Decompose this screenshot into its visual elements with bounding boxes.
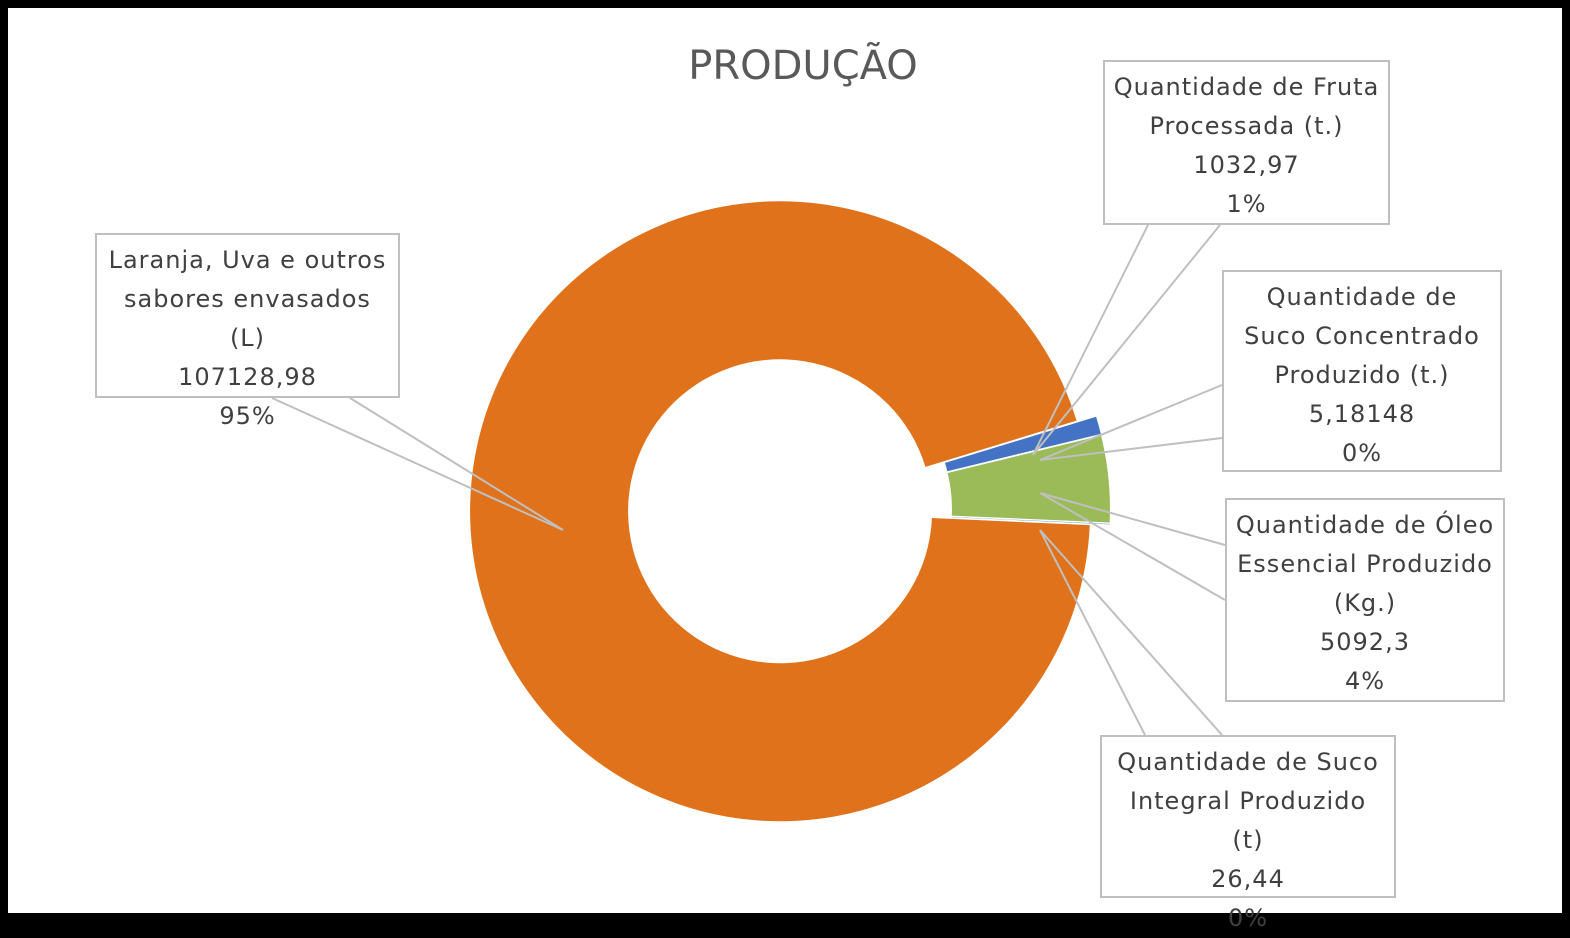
chart-title: PRODUÇÃO: [688, 41, 918, 89]
chart: PRODUÇÃO: [271, 41, 1226, 822]
label-text: 26,44: [1211, 865, 1285, 893]
label-text: 1032,97: [1193, 151, 1300, 179]
label-text: Quantidade de Suco Concentrado Produzido…: [1244, 283, 1480, 389]
doughnut-slice: [951, 517, 1110, 525]
data-label: Quantidade de Fruta Processada (t.) 1032,…: [1103, 60, 1390, 225]
label-text: 107128,98: [178, 363, 317, 391]
label-text: 1%: [1226, 190, 1267, 218]
label-text: 0%: [1341, 439, 1383, 467]
leader-line: [1032, 224, 1221, 456]
doughnut-slice: [947, 434, 1101, 472]
label-text: 5,18148: [1308, 400, 1416, 428]
label-text: Laranja, Uva e outros sabores envasados …: [108, 246, 387, 352]
leader-line: [1039, 384, 1223, 461]
leader-line: [1039, 529, 1223, 736]
data-label: Quantidade de Suco Integral Produzido (t…: [1100, 735, 1396, 932]
page: PRODUÇÃO (() => { const data = JSON.pars…: [8, 8, 1562, 932]
data-label: Quantidade de Suco Concentrado Produzido…: [1222, 270, 1502, 472]
leader-line: [1039, 492, 1226, 601]
data-label: Quantidade de Óleo Essencial Produzido (…: [1225, 498, 1505, 702]
data-label: Laranja, Uva e outros sabores envasados …: [95, 233, 400, 430]
doughnut-slice: [470, 201, 1090, 822]
label-text: Quantidade de Fruta Processada (t.): [1113, 73, 1380, 140]
doughnut-slice: [945, 416, 1101, 472]
label-text: 95%: [219, 402, 276, 430]
label-text: 5092,3: [1320, 628, 1410, 656]
label-text: Quantidade de Óleo Essencial Produzido (…: [1235, 511, 1495, 617]
label-text: Quantidade de Suco Integral Produzido (t…: [1117, 748, 1379, 854]
label-text: 4%: [1344, 667, 1386, 695]
leader-line: [271, 397, 564, 531]
